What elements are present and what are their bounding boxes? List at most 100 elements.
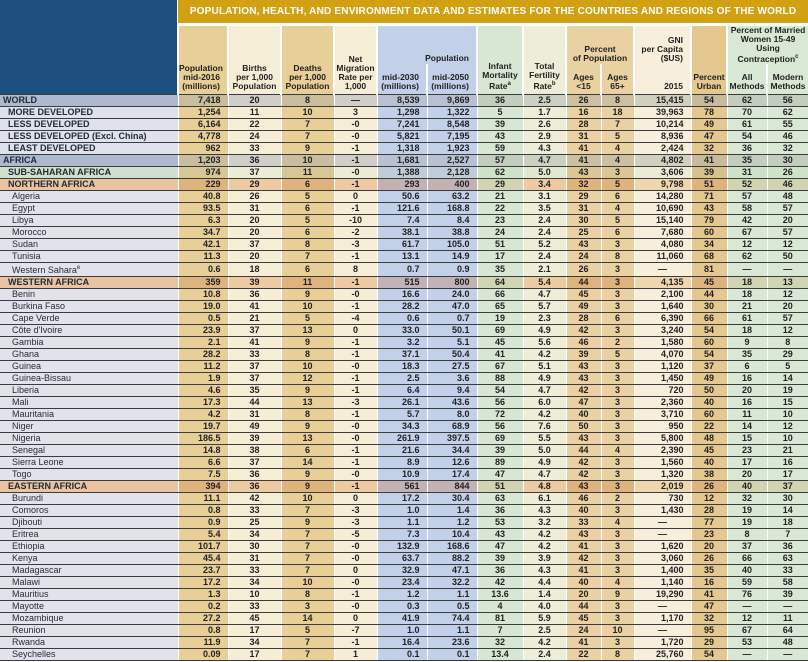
- cell-modern-methods: 48: [766, 190, 808, 203]
- cell-all-methods: 20: [726, 384, 767, 397]
- cell-births: 31: [227, 552, 281, 565]
- cell-ages-65plus: 3: [600, 408, 634, 421]
- cell-ages-65plus: 3: [600, 540, 634, 553]
- row-label: Sudan: [0, 238, 178, 251]
- cell-infant-mortality: 51: [476, 480, 523, 493]
- cell-net-migration: -1: [333, 250, 377, 263]
- cell-deaths: 5: [280, 312, 334, 325]
- cell-pop-mid2030: 37.1: [376, 348, 427, 361]
- row-label: Tunisia: [0, 250, 178, 263]
- cell-pop-mid2050: 2,527: [426, 154, 477, 167]
- cell-gni-2015: 2,424: [633, 142, 691, 155]
- cell-net-migration: -0: [333, 118, 377, 131]
- cell-pop-mid2030: 23.4: [376, 576, 427, 589]
- cell-pop-mid2050: 1.2: [426, 516, 477, 529]
- cell-infant-mortality: 36: [476, 504, 523, 517]
- cell-pop-mid2030: 1,681: [376, 154, 427, 167]
- cell-pop-mid2050: 1,322: [426, 106, 477, 119]
- cell-pop-mid2030: 33.0: [376, 324, 427, 337]
- row-label: Mali: [0, 396, 178, 409]
- cell-modern-methods: —: [766, 648, 808, 661]
- table-row: Côte d'Ivoire 23.9 37 13 0 33.0 50.1 69 4.9 42 3 3,…: [0, 324, 808, 337]
- cell-ages-65plus: 3: [600, 612, 634, 625]
- cell-ages-65plus: 6: [600, 226, 634, 239]
- cell-pop-mid2050: 8.0: [426, 408, 477, 421]
- cell-percent-urban: 71: [690, 190, 727, 203]
- table-title: POPULATION, HEALTH, AND ENVIRONMENT DATA…: [178, 0, 808, 26]
- cell-births: 31: [227, 408, 281, 421]
- cell-net-migration: -0: [333, 576, 377, 589]
- cell-total-fertility: 1.7: [522, 106, 566, 119]
- cell-percent-urban: 45: [690, 276, 727, 289]
- cell-percent-urban: 34: [690, 238, 727, 251]
- cell-deaths: 9: [280, 468, 334, 481]
- cell-percent-urban: 26: [690, 480, 727, 493]
- cell-all-methods: 57: [726, 190, 767, 203]
- cell-gni-2015: 1,560: [633, 456, 691, 469]
- cell-pop-mid2030: 34.3: [376, 420, 427, 433]
- cell-net-migration: -0: [333, 468, 377, 481]
- col-header-population-mid2030: mid-2030 (millions): [376, 64, 427, 95]
- cell-net-migration: -1: [333, 300, 377, 313]
- cell-pop-mid2050: 38.8: [426, 226, 477, 239]
- cell-net-migration: -1: [333, 444, 377, 457]
- cell-gni-2015: 1,450: [633, 372, 691, 385]
- cell-ages-under15: 41: [565, 540, 601, 553]
- cell-pop-mid2050: 8.4: [426, 214, 477, 227]
- row-label: Burundi: [0, 492, 178, 505]
- cell-pop-mid2050: 800: [426, 276, 477, 289]
- cell-pop-mid2016: 19.0: [177, 300, 228, 313]
- table-row: Sierra Leone 6.6 37 14 -1 8.9 12.6 89 4.9 42 3 1,56…: [0, 456, 808, 469]
- cell-all-methods: 40: [726, 480, 767, 493]
- cell-modern-methods: 21: [766, 444, 808, 457]
- cell-gni-2015: 10,690: [633, 202, 691, 215]
- cell-deaths: 8: [280, 348, 334, 361]
- cell-ages-under15: 40: [565, 408, 601, 421]
- cell-deaths: 6: [280, 444, 334, 457]
- row-label: Morocco: [0, 226, 178, 239]
- cell-pop-mid2016: 0.5: [177, 312, 228, 325]
- cell-net-migration: -0: [333, 540, 377, 553]
- row-label: WESTERN AFRICA: [0, 276, 178, 289]
- cell-ages-under15: 49: [565, 300, 601, 313]
- cell-all-methods: 11: [726, 408, 767, 421]
- cell-percent-urban: 12: [690, 492, 727, 505]
- cell-infant-mortality: 19: [476, 312, 523, 325]
- cell-pop-mid2016: 359: [177, 276, 228, 289]
- row-label: Nigeria: [0, 432, 178, 445]
- cell-pop-mid2016: 4.2: [177, 408, 228, 421]
- cell-total-fertility: 5.9: [522, 612, 566, 625]
- cell-modern-methods: 12: [766, 420, 808, 433]
- cell-deaths: 14: [280, 612, 334, 625]
- cell-ages-under15: 43: [565, 238, 601, 251]
- cell-pop-mid2050: 0.1: [426, 648, 477, 661]
- cell-ages-under15: 45: [565, 612, 601, 625]
- cell-net-migration: -3: [333, 504, 377, 517]
- cell-pop-mid2016: 2.1: [177, 336, 228, 349]
- cell-all-methods: 15: [726, 432, 767, 445]
- table-row: Mauritius 1.3 10 8 -1 1.2 1.1 13.6 1.4 20 9 19,290 4…: [0, 588, 808, 601]
- cell-deaths: 7: [280, 130, 334, 143]
- cell-ages-65plus: 5: [600, 214, 634, 227]
- table-row: Nigeria 186.5 39 13 -0 261.9 397.5 69 5.5 43 3 5,80…: [0, 432, 808, 445]
- table-row: Sudan 42.1 37 8 -3 61.7 105.0 51 5.2 43 3 4,080 34 12…: [0, 238, 808, 251]
- row-label: Kenya: [0, 552, 178, 565]
- table-row: Mozambique 27.2 45 14 0 41.9 74.4 81 5.9 45 3 1,170…: [0, 612, 808, 625]
- cell-pop-mid2016: 101.7: [177, 540, 228, 553]
- cell-ages-under15: 24: [565, 624, 601, 637]
- cell-deaths: 10: [280, 492, 334, 505]
- cell-pop-mid2050: 0.5: [426, 600, 477, 613]
- cell-deaths: 10: [280, 576, 334, 589]
- cell-net-migration: -0: [333, 432, 377, 445]
- cell-deaths: 13: [280, 432, 334, 445]
- cell-infant-mortality: 47: [476, 540, 523, 553]
- cell-pop-mid2050: 68.9: [426, 420, 477, 433]
- cell-deaths: 7: [280, 504, 334, 517]
- cell-gni-2015: 15,140: [633, 214, 691, 227]
- cell-births: 37: [227, 372, 281, 385]
- cell-deaths: 6: [280, 202, 334, 215]
- cell-births: 34: [227, 576, 281, 589]
- table-row: Madagascar 23.7 33 7 0 32.9 47.1 36 4.3 41 3 1,400 3…: [0, 564, 808, 577]
- cell-ages-65plus: 3: [600, 166, 634, 179]
- cell-total-fertility: 6.0: [522, 396, 566, 409]
